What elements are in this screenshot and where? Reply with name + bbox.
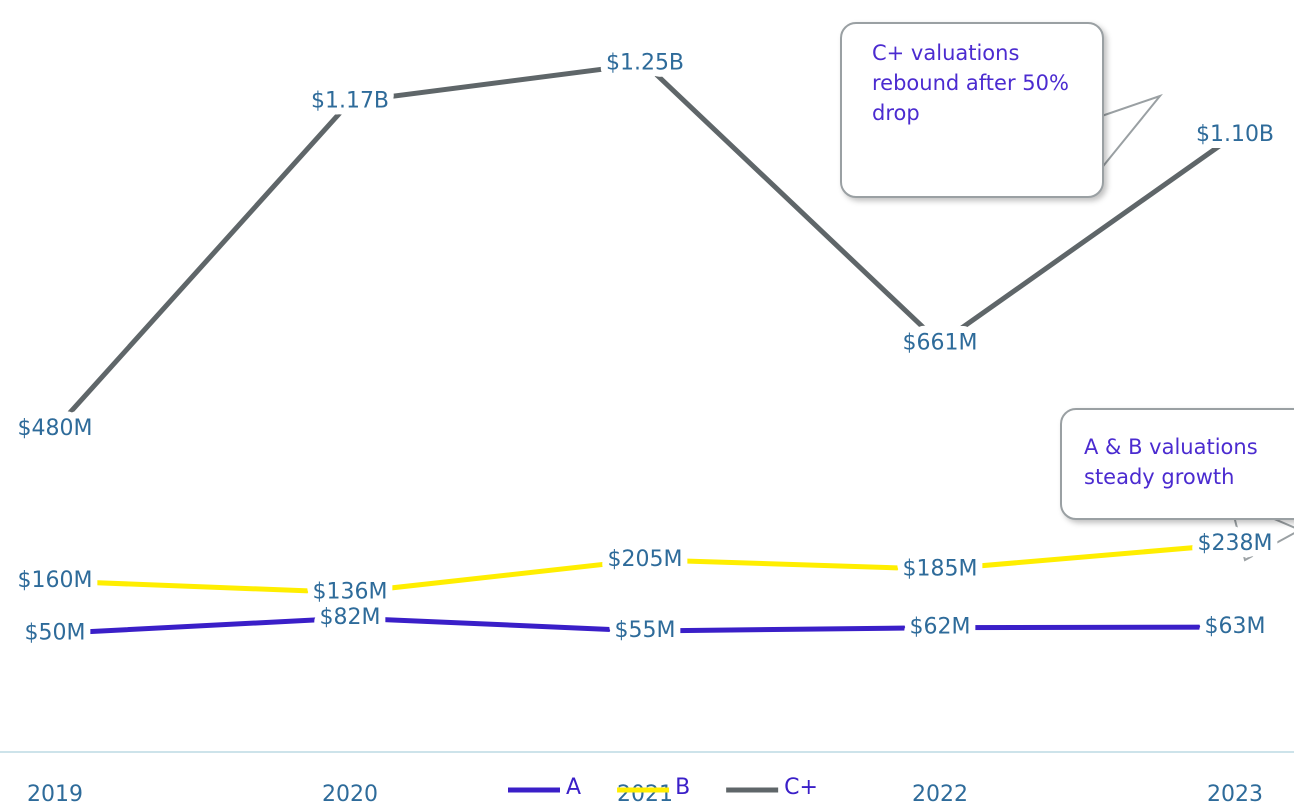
annotation: C+ valuations rebound after 50% drop <box>840 22 1104 198</box>
legend-label: A <box>566 775 581 800</box>
data-label: $82M <box>320 605 381 630</box>
data-label: $205M <box>608 547 683 572</box>
data-label: $1.10B <box>1196 122 1274 147</box>
x-tick-label: 2021 <box>617 782 673 807</box>
annotation: A & B valuations steady growth <box>1060 408 1294 520</box>
x-tick-label: 2023 <box>1207 782 1263 807</box>
series-line <box>54 615 1236 636</box>
data-label: $238M <box>1198 531 1273 556</box>
data-label: $62M <box>910 615 971 640</box>
data-label: $480M <box>18 416 93 441</box>
series-line <box>54 541 1236 596</box>
x-tick-label: 2022 <box>912 782 968 807</box>
data-label: $160M <box>18 568 93 593</box>
legend-label: B <box>675 775 690 800</box>
series-line <box>53 61 1237 431</box>
data-label: $185M <box>903 556 978 581</box>
data-label: $63M <box>1205 614 1266 639</box>
data-label: $1.25B <box>606 51 684 76</box>
x-tick-label: 2020 <box>322 782 378 807</box>
data-label: $1.17B <box>311 89 389 114</box>
data-label: $661M <box>903 330 978 355</box>
legend-label: C+ <box>784 775 818 800</box>
data-label: $50M <box>25 620 86 645</box>
data-label: $55M <box>615 618 676 643</box>
data-label: $136M <box>313 580 388 605</box>
x-tick-label: 2019 <box>27 782 83 807</box>
